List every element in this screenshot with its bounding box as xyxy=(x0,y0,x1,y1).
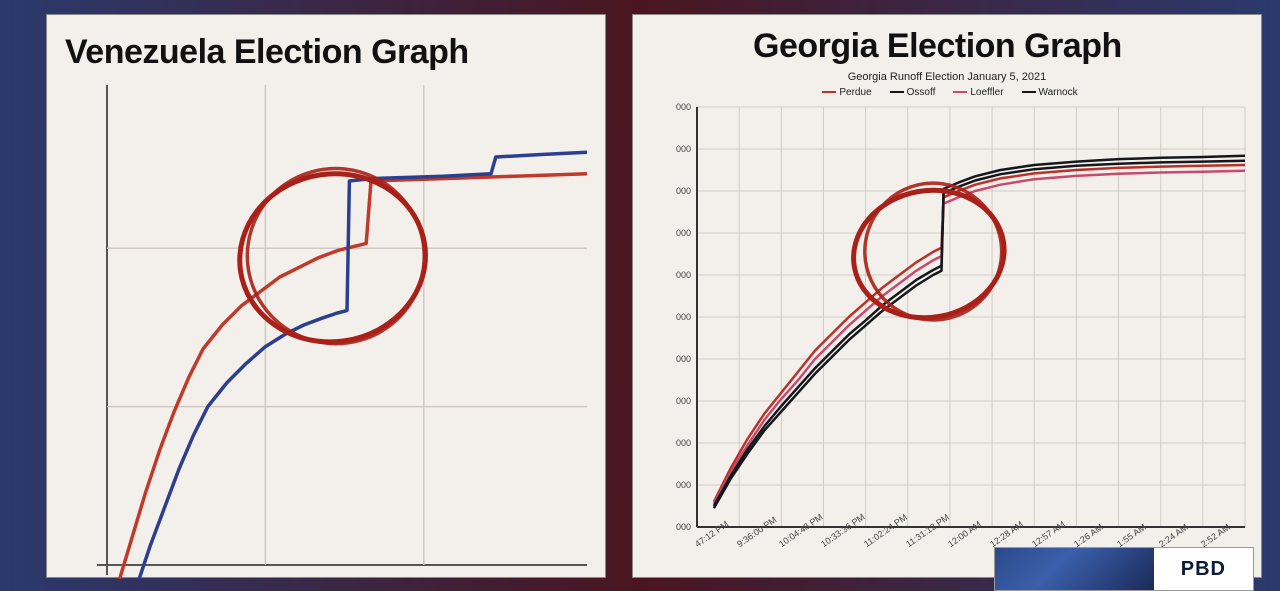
chart-venezuela xyxy=(47,15,607,579)
ytick-label: 000 xyxy=(676,438,691,448)
pbd-overlay: PBD xyxy=(994,547,1254,591)
pbd-studio-thumb xyxy=(995,548,1154,590)
ytick-label: 000 xyxy=(676,228,691,238)
ytick-label: 000 xyxy=(676,354,691,364)
ytick-label: 000 xyxy=(676,186,691,196)
panel-georgia: Georgia Election Graph Georgia Runoff El… xyxy=(632,14,1262,578)
ytick-label: 000 xyxy=(676,102,691,112)
chart-georgia xyxy=(633,15,1263,579)
video-frame: Venezuela Election Graph Georgia Electio… xyxy=(0,0,1280,591)
pbd-brand: PBD xyxy=(1181,558,1226,581)
ytick-label: 000 xyxy=(676,522,691,532)
ytick-label: 000 xyxy=(676,144,691,154)
ytick-label: 000 xyxy=(676,270,691,280)
ytick-label: 000 xyxy=(676,396,691,406)
pbd-logo: PBD xyxy=(1154,548,1253,590)
panel-venezuela: Venezuela Election Graph xyxy=(46,14,606,578)
ytick-label: 000 xyxy=(676,312,691,322)
ytick-label: 000 xyxy=(676,480,691,490)
